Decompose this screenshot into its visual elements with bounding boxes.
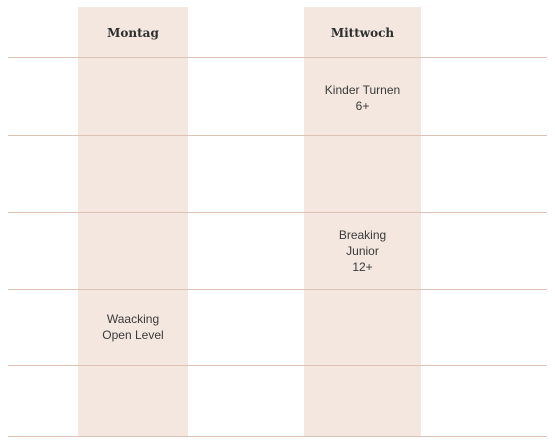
class-level: Junior: [346, 244, 379, 258]
row-divider: [8, 135, 547, 136]
class-level: Open Level: [102, 328, 164, 342]
day-header-monday: Montag: [107, 26, 159, 40]
wednesday-column: [304, 7, 421, 437]
day-header-wednesday: Mittwoch: [330, 26, 395, 40]
row-divider: [8, 365, 547, 366]
row-divider: [8, 289, 547, 290]
class-waacking-open-level[interactable]: Waacking Open Level: [78, 311, 188, 343]
row-divider: [8, 57, 547, 58]
class-title: Kinder Turnen: [324, 83, 401, 97]
class-age: 12+: [352, 260, 373, 274]
class-kinder-turnen[interactable]: Kinder Turnen 6+: [304, 82, 421, 114]
class-title: Waacking: [106, 312, 160, 326]
class-title: Breaking: [338, 228, 387, 242]
row-divider: [8, 212, 547, 213]
monday-column: [78, 7, 188, 437]
class-level: 6+: [355, 99, 370, 113]
row-divider: [8, 436, 547, 437]
class-breaking-junior[interactable]: Breaking Junior 12+: [304, 227, 421, 275]
